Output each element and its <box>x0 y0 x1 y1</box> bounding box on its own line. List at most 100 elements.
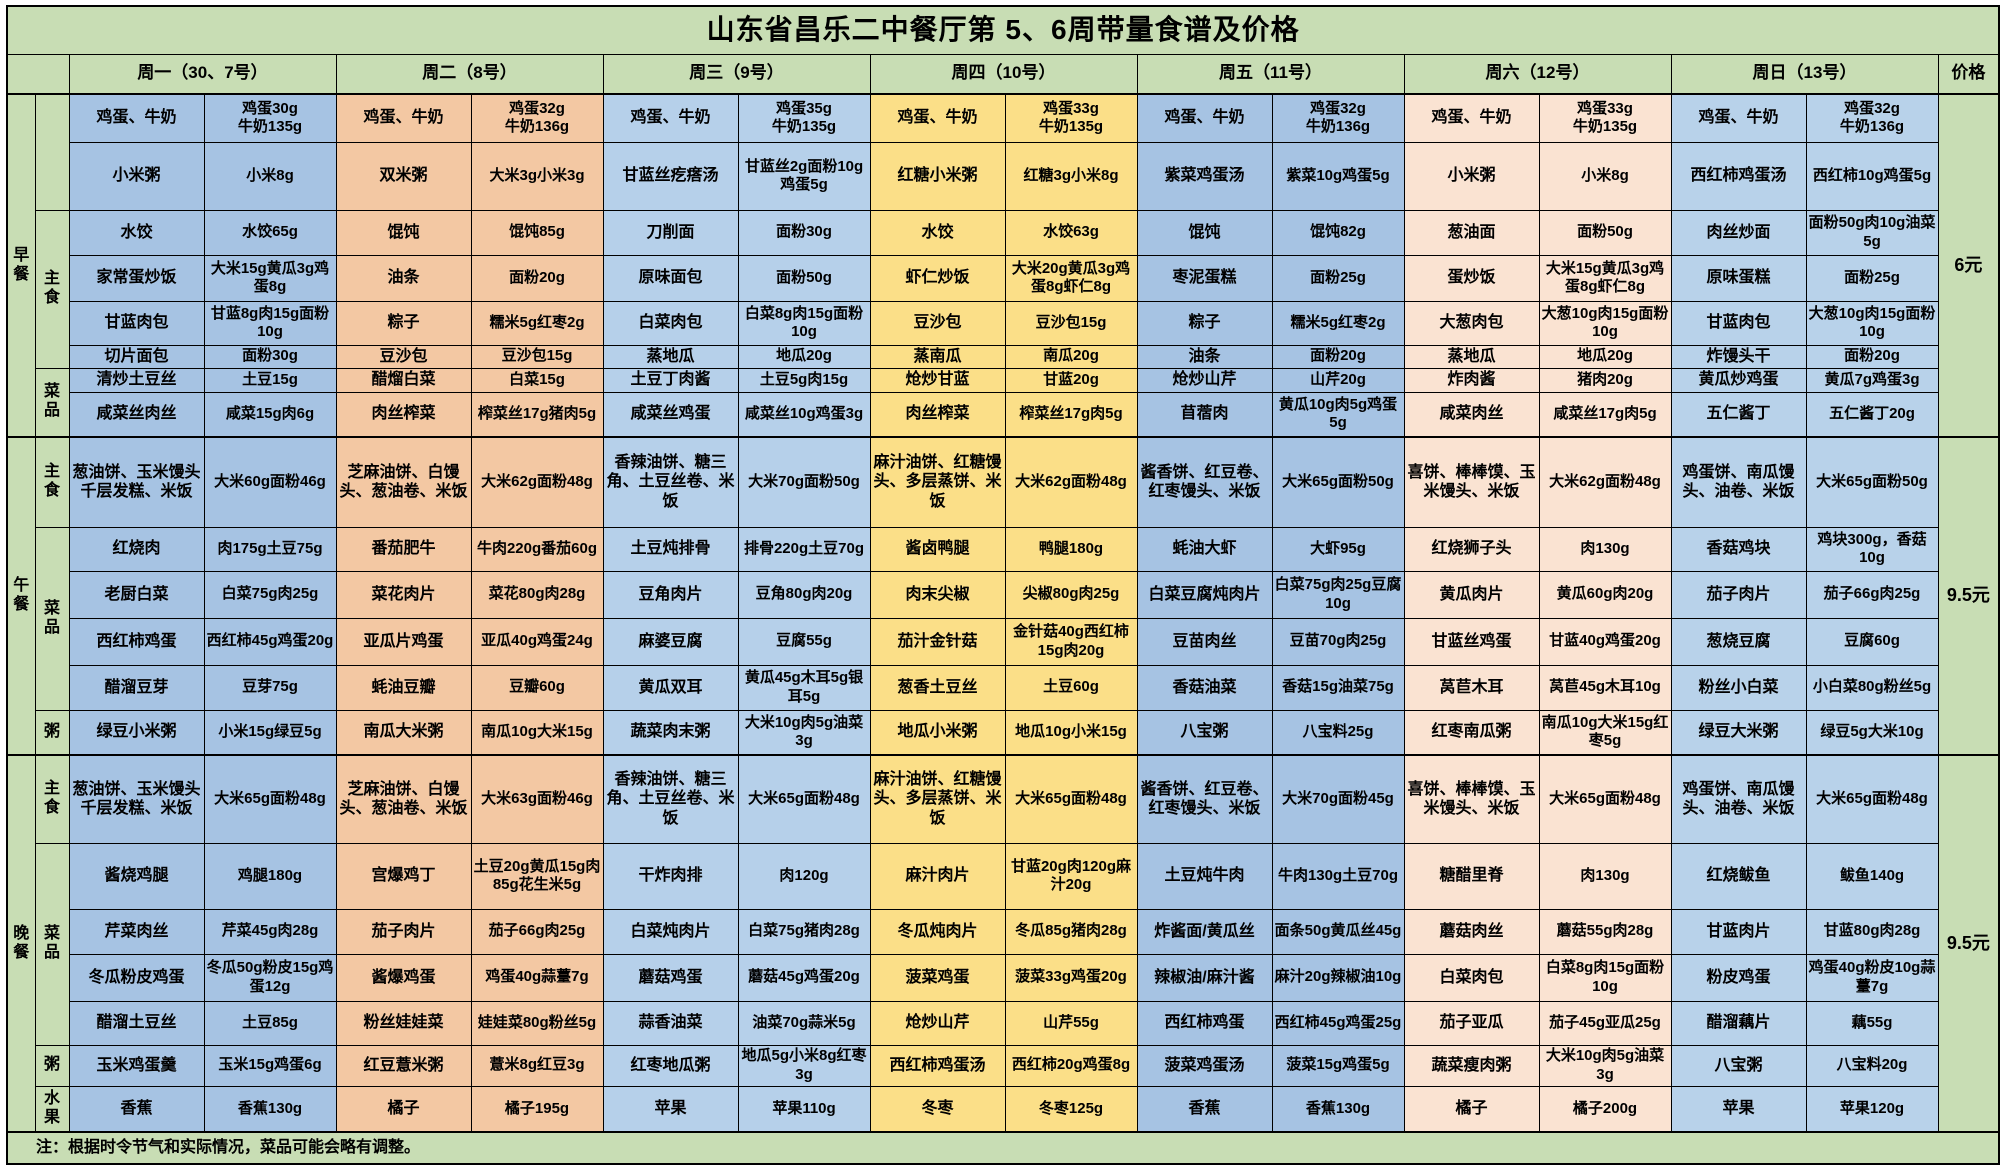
day-header-7: 周日（13号） <box>1670 53 1939 95</box>
category-empty <box>34 93 70 211</box>
dish-qty-cell: 西红柿45g鸡蛋20g <box>203 617 337 666</box>
dish-qty-cell: 面粉20g <box>1271 344 1405 369</box>
menu-table: 山东省昌乐二中餐厅第 5、6周带量食谱及价格 周一（30、7号） 周二（8号） 周三（… <box>6 5 2001 1165</box>
dish-qty-cell: 大米10g肉5g油菜3g <box>1538 1044 1672 1087</box>
dish-name-cell: 粉丝小白菜 <box>1670 664 1807 711</box>
dish-name-cell: 芝麻油饼、白馒头、葱油卷、米饭 <box>335 754 472 844</box>
dish-qty-cell: 鸡蛋40g粉皮10g蒜薹7g <box>1805 953 1939 1002</box>
dish-name-cell: 苹果 <box>602 1085 739 1133</box>
dish-qty-cell: 鸡蛋32g 牛奶136g <box>1805 93 1939 143</box>
dish-name-cell: 肉丝榨菜 <box>335 391 472 438</box>
dish-qty-cell: 油菜70g蒜米5g <box>737 1000 871 1046</box>
dish-name-cell: 炝炒山芹 <box>1136 367 1273 393</box>
dish-qty-cell: 蘑菇55g肉28g <box>1538 908 1672 955</box>
dish-qty-cell: 面粉50g肉10g油菜5g <box>1805 209 1939 256</box>
dish-qty-cell: 榨菜丝17g肉5g <box>1004 391 1138 438</box>
dish-qty-cell: 豆角80g肉20g <box>737 570 871 619</box>
dish-name-cell: 鸡蛋、牛奶 <box>1403 93 1540 143</box>
dish-name-cell: 茄子亚瓜 <box>1403 1000 1540 1046</box>
dish-name-cell: 茄子肉片 <box>1670 570 1807 619</box>
dish-qty-cell: 苹果120g <box>1805 1085 1939 1133</box>
dish-name-cell: 酱香饼、红豆卷、红枣馒头、米饭 <box>1136 754 1273 844</box>
dish-qty-cell: 甘蓝8g肉15g面粉10g <box>203 300 337 346</box>
dish-name-cell: 豆角肉片 <box>602 570 739 619</box>
dish-qty-cell: 肉175g土豆75g <box>203 526 337 572</box>
dish-name-cell: 咸菜肉丝 <box>1403 391 1540 438</box>
price-cell: 9.5元 <box>1937 754 2000 1133</box>
footnote: 注：根据时令节气和实际情况，菜品可能会略有调整。 <box>6 1131 2000 1165</box>
dish-name-cell: 八宝粥 <box>1136 709 1273 756</box>
category-label: 粥 <box>34 709 70 756</box>
dish-qty-cell: 馄饨85g <box>470 209 604 256</box>
dish-name-cell: 红糖小米粥 <box>869 141 1006 211</box>
dish-name-cell: 白菜炖肉片 <box>602 908 739 955</box>
dish-qty-cell: 糯米5g红枣2g <box>1271 300 1405 346</box>
dish-name-cell: 炸馒头干 <box>1670 344 1807 369</box>
dish-name-cell: 蒸南瓜 <box>869 344 1006 369</box>
dish-name-cell: 鸡蛋、牛奶 <box>1670 93 1807 143</box>
dish-qty-cell: 榨菜丝17g猪肉5g <box>470 391 604 438</box>
dish-qty-cell: 排骨220g土豆70g <box>737 526 871 572</box>
dish-name-cell: 香菇鸡块 <box>1670 526 1807 572</box>
dish-name-cell: 番茄肥牛 <box>335 526 472 572</box>
dish-name-cell: 葱香土豆丝 <box>869 664 1006 711</box>
dish-name-cell: 原味面包 <box>602 254 739 302</box>
dish-qty-cell: 香蕉130g <box>203 1085 337 1133</box>
dish-qty-cell: 土豆5g肉15g <box>737 367 871 393</box>
dish-qty-cell: 豆苗70g肉25g <box>1271 617 1405 666</box>
dish-qty-cell: 咸菜丝10g鸡蛋3g <box>737 391 871 438</box>
dish-qty-cell: 豆沙包15g <box>1004 300 1138 346</box>
dish-qty-cell: 菠菜33g鸡蛋20g <box>1004 953 1138 1002</box>
dish-name-cell: 橘子 <box>1403 1085 1540 1133</box>
dish-qty-cell: 牛肉220g番茄60g <box>470 526 604 572</box>
dish-name-cell: 宫爆鸡丁 <box>335 842 472 910</box>
dish-qty-cell: 黄瓜60g肉20g <box>1538 570 1672 619</box>
dish-qty-cell: 甘蓝20g肉120g麻汁20g <box>1004 842 1138 910</box>
dish-name-cell: 红烧鲅鱼 <box>1670 842 1807 910</box>
dish-qty-cell: 鸡蛋32g 牛奶136g <box>470 93 604 143</box>
dish-qty-cell: 藕55g <box>1805 1000 1939 1046</box>
dish-qty-cell: 面粉25g <box>1805 254 1939 302</box>
meal-label: 午 餐 <box>6 436 36 756</box>
dish-qty-cell: 肉120g <box>737 842 871 910</box>
dish-qty-cell: 橘子200g <box>1538 1085 1672 1133</box>
dish-name-cell: 蔬菜瘦肉粥 <box>1403 1044 1540 1087</box>
dish-name-cell: 辣椒油/麻汁酱 <box>1136 953 1273 1002</box>
dish-qty-cell: 面粉20g <box>470 254 604 302</box>
dish-qty-cell: 鸡蛋40g蒜薹7g <box>470 953 604 1002</box>
dish-name-cell: 糖醋里脊 <box>1403 842 1540 910</box>
dish-qty-cell: 红糖3g小米8g <box>1004 141 1138 211</box>
dish-name-cell: 西红柿鸡蛋汤 <box>869 1044 1006 1087</box>
dish-qty-cell: 大米15g黄瓜3g鸡蛋8g虾仁8g <box>1538 254 1672 302</box>
dish-name-cell: 玉米鸡蛋羹 <box>68 1044 205 1087</box>
dish-qty-cell: 菠菜15g鸡蛋5g <box>1271 1044 1405 1087</box>
dish-qty-cell: 甘蓝40g鸡蛋20g <box>1538 617 1672 666</box>
dish-name-cell: 苜蓿肉 <box>1136 391 1273 438</box>
dish-name-cell: 蚝油豆瓣 <box>335 664 472 711</box>
dish-qty-cell: 大米10g肉5g油菜3g <box>737 709 871 756</box>
dish-qty-cell: 鸡蛋33g 牛奶135g <box>1538 93 1672 143</box>
dish-qty-cell: 南瓜20g <box>1004 344 1138 369</box>
dish-name-cell: 葱油面 <box>1403 209 1540 256</box>
meal-label: 晚 餐 <box>6 754 36 1133</box>
dish-qty-cell: 土豆85g <box>203 1000 337 1046</box>
dish-name-cell: 油条 <box>1136 344 1273 369</box>
dish-name-cell: 粉皮鸡蛋 <box>1670 953 1807 1002</box>
dish-qty-cell: 亚瓜40g鸡蛋24g <box>470 617 604 666</box>
price-cell: 9.5元 <box>1937 436 2000 756</box>
dish-qty-cell: 菜花80g肉28g <box>470 570 604 619</box>
dish-name-cell: 醋熘白菜 <box>335 367 472 393</box>
dish-name-cell: 白菜豆腐炖肉片 <box>1136 570 1273 619</box>
day-header-4: 周四（10号） <box>869 53 1138 95</box>
dish-name-cell: 双米粥 <box>335 141 472 211</box>
dish-qty-cell: 地瓜5g小米8g红枣3g <box>737 1044 871 1087</box>
dish-qty-cell: 肉130g <box>1538 842 1672 910</box>
dish-qty-cell: 甘蓝20g <box>1004 367 1138 393</box>
dish-qty-cell: 白菜75g肉25g <box>203 570 337 619</box>
dish-qty-cell: 南瓜10g大米15g红枣5g <box>1538 709 1672 756</box>
dish-qty-cell: 地瓜20g <box>1538 344 1672 369</box>
dish-qty-cell: 豆芽75g <box>203 664 337 711</box>
dish-qty-cell: 面条50g黄瓜丝45g <box>1271 908 1405 955</box>
dish-qty-cell: 茄子66g肉25g <box>1805 570 1939 619</box>
dish-qty-cell: 面粉50g <box>737 254 871 302</box>
